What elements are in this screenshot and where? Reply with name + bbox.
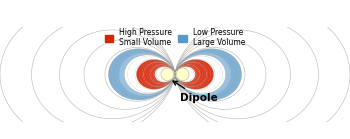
Text: Dipole: Dipole <box>173 81 218 103</box>
Polygon shape <box>128 56 222 93</box>
Polygon shape <box>150 65 200 84</box>
Circle shape <box>163 69 174 80</box>
Polygon shape <box>144 62 206 86</box>
Legend: High Pressure
Small Volume, Low Pressure
Large Volume: High Pressure Small Volume, Low Pressure… <box>103 26 247 49</box>
Polygon shape <box>157 67 193 81</box>
Circle shape <box>161 68 174 81</box>
Polygon shape <box>108 49 241 100</box>
Circle shape <box>176 68 189 81</box>
Polygon shape <box>136 59 214 89</box>
Polygon shape <box>119 53 231 96</box>
